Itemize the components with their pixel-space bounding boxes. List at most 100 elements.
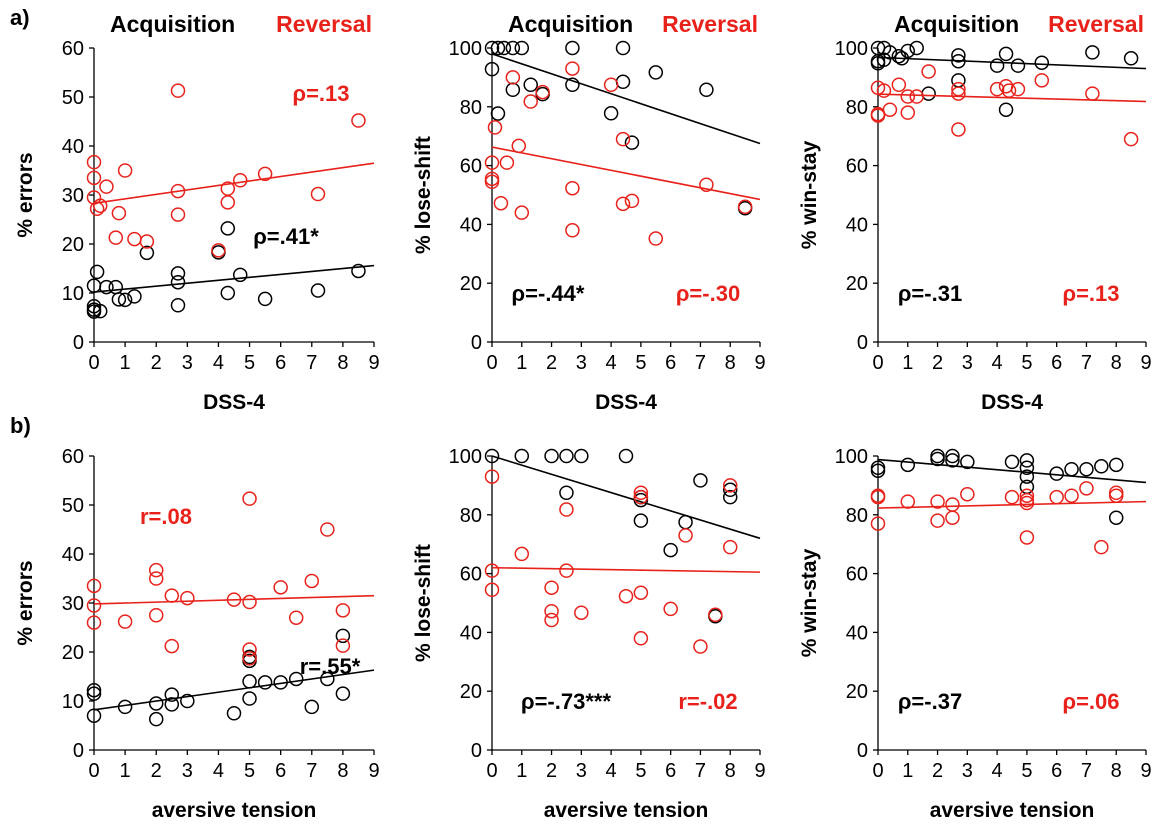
- data-point-reversal: [615, 131, 631, 147]
- data-point-reversal: [870, 516, 886, 531]
- x-tick-label: 7: [695, 352, 706, 374]
- x-tick-label: 3: [576, 352, 587, 374]
- data-point-reversal: [544, 580, 559, 595]
- data-point-acquisition: [226, 706, 242, 721]
- data-point-reversal: [633, 631, 649, 646]
- stat-label-reversal: ρ=.06: [1062, 689, 1119, 714]
- x-tick-label: 9: [754, 352, 765, 374]
- data-point-acquisition: [1019, 469, 1035, 484]
- data-point-acquisition: [722, 482, 738, 498]
- data-point-reversal: [148, 571, 164, 586]
- data-point-reversal: [930, 513, 945, 528]
- data-point-reversal: [1019, 530, 1035, 545]
- data-point-reversal: [351, 113, 366, 128]
- data-point-reversal: [164, 638, 180, 654]
- x-tick-label: 4: [992, 760, 1003, 782]
- x-tick-label: 6: [275, 760, 286, 782]
- data-point-acquisition: [998, 102, 1014, 117]
- x-tick-label: 9: [1140, 352, 1151, 374]
- data-point-reversal: [648, 231, 664, 246]
- trend-line-reversal: [491, 566, 761, 573]
- data-point-acquisition: [909, 40, 924, 56]
- x-tick-label: 5: [1021, 760, 1032, 782]
- y-axis-label: % lose-shift: [412, 136, 435, 254]
- data-point-acquisition: [900, 457, 916, 473]
- data-point-acquisition: [86, 302, 102, 317]
- data-point-acquisition: [565, 77, 580, 92]
- y-tick-label: 100: [835, 446, 868, 468]
- data-point-acquisition: [678, 514, 693, 530]
- data-point-reversal: [574, 605, 589, 620]
- stat-label-acquisition: ρ=-.73***: [521, 689, 611, 714]
- data-point-reversal: [633, 585, 649, 600]
- data-point-acquisition: [99, 279, 114, 295]
- data-point-acquisition: [1108, 510, 1124, 525]
- x-tick-label: 7: [695, 760, 706, 782]
- data-point-acquisition: [320, 671, 335, 687]
- data-point-acquisition: [220, 221, 236, 236]
- data-point-reversal: [493, 195, 509, 211]
- data-point-acquisition: [490, 106, 506, 121]
- x-tick-label: 3: [962, 760, 973, 782]
- data-point-reversal: [1049, 489, 1064, 505]
- data-point-acquisition: [351, 263, 366, 279]
- data-point-reversal: [989, 81, 1005, 97]
- data-point-reversal: [699, 177, 714, 192]
- data-point-acquisition: [86, 708, 102, 723]
- y-tick-label: 60: [62, 446, 84, 468]
- y-tick-label: 0: [73, 332, 84, 354]
- data-point-acquisition: [304, 699, 320, 715]
- data-point-acquisition: [648, 65, 664, 80]
- data-point-reversal: [487, 120, 503, 135]
- data-point-acquisition: [615, 74, 631, 90]
- data-point-acquisition: [148, 711, 164, 727]
- data-point-acquisition: [960, 454, 975, 470]
- x-axis-label: aversive tension: [152, 799, 317, 822]
- data-point-reversal: [559, 502, 574, 517]
- header-acquisition: Acquisition: [508, 11, 633, 37]
- x-tick-label: 0: [872, 760, 883, 782]
- stat-label-reversal: ρ=.13: [1062, 281, 1119, 306]
- x-tick-label: 5: [635, 352, 646, 374]
- data-point-acquisition: [170, 274, 186, 290]
- x-tick-label: 7: [1081, 352, 1092, 374]
- data-point-acquisition: [544, 448, 559, 464]
- data-point-reversal: [164, 588, 180, 603]
- data-point-acquisition: [1123, 51, 1139, 66]
- data-point-reversal: [108, 230, 124, 245]
- x-tick-label: 1: [120, 760, 131, 782]
- data-point-acquisition: [633, 513, 649, 528]
- data-point-reversal: [891, 77, 907, 92]
- data-point-reversal: [92, 198, 108, 214]
- data-point-reversal: [514, 205, 530, 220]
- data-point-reversal: [951, 86, 966, 101]
- data-point-reversal: [722, 539, 738, 555]
- data-point-acquisition: [565, 40, 580, 56]
- data-point-reversal: [559, 563, 574, 578]
- y-tick-label: 0: [471, 740, 482, 762]
- y-tick-label: 0: [471, 332, 482, 354]
- data-point-reversal: [1079, 481, 1094, 496]
- data-point-acquisition: [1004, 454, 1020, 470]
- data-point-acquisition: [870, 463, 886, 478]
- data-point-acquisition: [693, 473, 708, 488]
- data-point-reversal: [633, 485, 649, 500]
- data-point-acquisition: [170, 266, 186, 281]
- data-point-acquisition: [164, 697, 180, 712]
- x-tick-label: 6: [665, 760, 676, 782]
- data-point-reversal: [624, 193, 640, 209]
- data-point-reversal: [951, 122, 966, 137]
- x-tick-label: 1: [516, 760, 527, 782]
- data-point-reversal: [1001, 83, 1017, 98]
- data-point-acquisition: [484, 40, 500, 56]
- data-point-acquisition: [514, 448, 530, 464]
- data-point-acquisition: [989, 58, 1005, 73]
- x-tick-label: 6: [1051, 760, 1062, 782]
- data-point-acquisition: [484, 61, 500, 77]
- data-point-acquisition: [170, 298, 186, 313]
- data-point-acquisition: [618, 448, 634, 464]
- data-point-acquisition: [1010, 58, 1026, 73]
- data-point-reversal: [86, 170, 102, 186]
- data-point-reversal: [484, 563, 500, 578]
- data-point-reversal: [565, 223, 580, 238]
